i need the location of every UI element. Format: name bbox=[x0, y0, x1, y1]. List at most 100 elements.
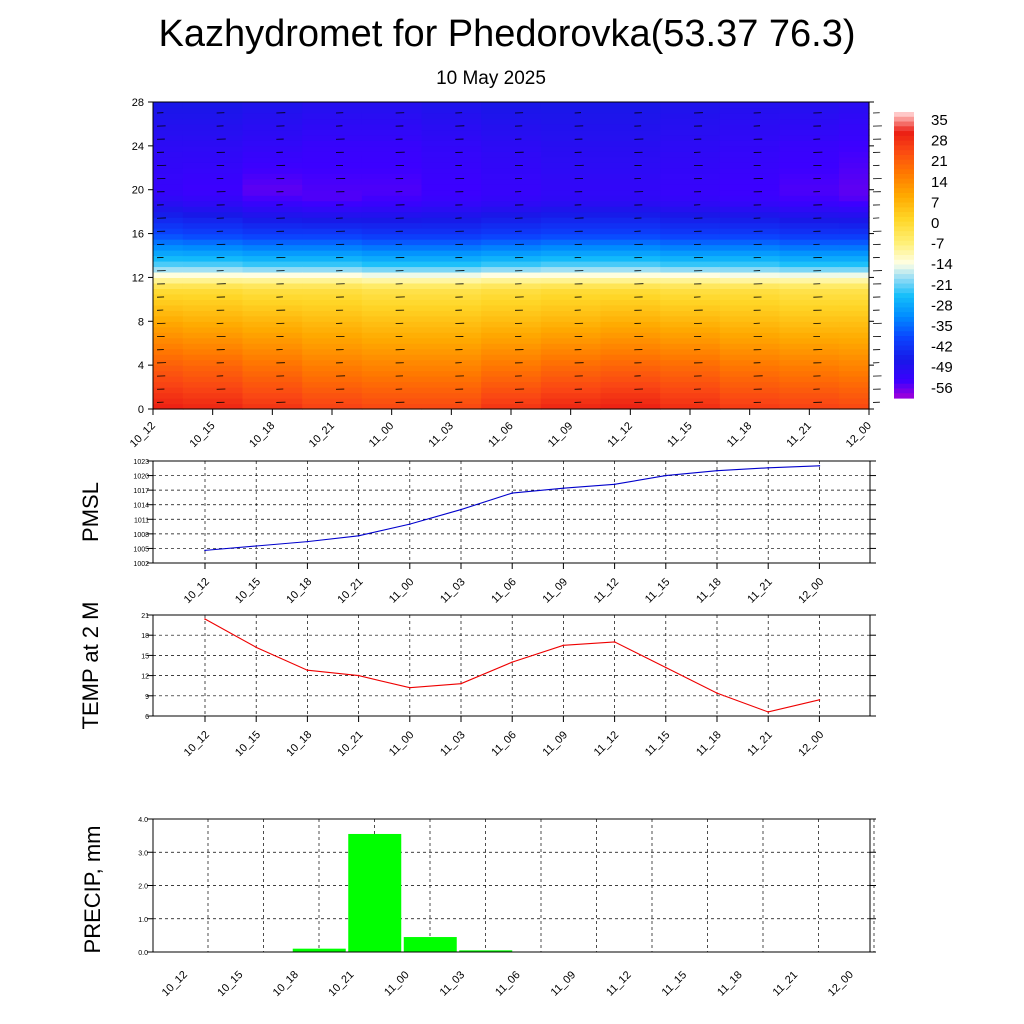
heatmap-cell bbox=[600, 129, 661, 136]
colorbar-swatch bbox=[894, 297, 914, 304]
heatmap-cell bbox=[540, 255, 602, 262]
heatmap-cell bbox=[182, 271, 244, 279]
heatmap-cell bbox=[302, 266, 363, 273]
heatmap-cell bbox=[361, 348, 423, 355]
heatmap-cell bbox=[481, 211, 542, 218]
x-tick-label: 11_03 bbox=[438, 576, 468, 606]
heatmap-cell bbox=[421, 129, 482, 136]
heatmap-cell bbox=[302, 321, 363, 328]
colorbar-swatch bbox=[894, 355, 914, 361]
heatmap-cell bbox=[719, 178, 781, 185]
heatmap-cell bbox=[153, 222, 184, 229]
heatmap-cell bbox=[779, 239, 840, 246]
heatmap-cell bbox=[361, 332, 423, 339]
heatmap-cell bbox=[779, 250, 840, 257]
colorbar-label: -21 bbox=[931, 277, 953, 294]
heatmap-cell bbox=[361, 244, 423, 251]
heatmap-cell bbox=[421, 167, 482, 174]
heatmap-cell bbox=[153, 233, 184, 240]
heatmap-cell bbox=[361, 184, 423, 191]
heatmap-cell bbox=[302, 326, 363, 333]
heatmap-cell bbox=[839, 178, 870, 185]
x-tick-label: 11_06 bbox=[489, 576, 519, 606]
heatmap-cell bbox=[660, 321, 721, 328]
colorbar-label: -35 bbox=[931, 318, 953, 335]
heatmap-cell bbox=[153, 211, 184, 218]
heatmap-cell bbox=[660, 129, 721, 136]
heatmap-cell bbox=[421, 233, 482, 240]
heatmap-cell bbox=[182, 189, 244, 196]
series-point bbox=[665, 666, 667, 669]
heatmap-cell bbox=[242, 304, 303, 311]
heatmap-cell bbox=[481, 304, 542, 311]
heatmap-cell bbox=[719, 228, 781, 235]
heatmap-cell bbox=[719, 266, 781, 273]
heatmap-cell bbox=[600, 337, 661, 344]
colorbar-label: 0 bbox=[931, 215, 939, 232]
heatmap-cell bbox=[361, 299, 423, 306]
heatmap-cell bbox=[361, 189, 423, 196]
colorbar-swatch bbox=[894, 364, 914, 370]
heatmap-cell bbox=[153, 118, 184, 125]
heatmap-cell bbox=[481, 134, 542, 141]
heatmap-cell bbox=[361, 200, 423, 207]
heatmap-cell bbox=[481, 370, 542, 377]
heatmap-cell bbox=[302, 123, 363, 131]
heatmap-cell bbox=[153, 123, 184, 131]
heatmap-cell bbox=[242, 271, 303, 279]
heatmap-cell bbox=[242, 244, 303, 251]
heatmap-cell bbox=[421, 392, 482, 399]
heatmap-cell bbox=[660, 398, 721, 405]
heatmap-cell bbox=[540, 211, 602, 218]
heatmap-cell bbox=[540, 277, 602, 284]
heatmap-cell bbox=[660, 387, 721, 394]
heatmap-cell bbox=[839, 288, 870, 295]
heatmap-cell bbox=[719, 293, 781, 300]
heatmap-cell bbox=[153, 151, 184, 158]
heatmap-cell bbox=[361, 398, 423, 405]
heatmap-cell bbox=[421, 151, 482, 158]
heatmap-cell bbox=[481, 140, 542, 147]
heatmap-cell bbox=[719, 255, 781, 262]
heatmap-cell bbox=[421, 310, 482, 317]
heatmap-cell bbox=[540, 343, 602, 350]
heatmap-cell bbox=[839, 326, 870, 333]
heatmap-cell bbox=[302, 387, 363, 394]
heatmap-cell bbox=[660, 151, 721, 158]
heatmap-cell bbox=[361, 288, 423, 295]
heatmap-cell bbox=[600, 392, 661, 399]
heatmap-cell bbox=[153, 102, 184, 109]
heatmap-cell bbox=[660, 102, 721, 109]
heatmap-cell bbox=[779, 348, 840, 355]
heatmap-cell bbox=[361, 326, 423, 333]
heatmap-cell bbox=[153, 173, 184, 180]
heatmap-cell bbox=[839, 145, 870, 152]
x-tick-label: 11_21 bbox=[745, 729, 775, 759]
heatmap-cell bbox=[361, 228, 423, 235]
heatmap-cell bbox=[153, 315, 184, 322]
x-tick-label: 11_03 bbox=[438, 729, 468, 759]
y-tick-label: 1.0 bbox=[138, 917, 148, 924]
heatmap-cell bbox=[540, 162, 602, 169]
heatmap-cell bbox=[779, 277, 840, 284]
heatmap-cell bbox=[719, 310, 781, 317]
heatmap-cell bbox=[242, 376, 303, 383]
heatmap-cell bbox=[719, 337, 781, 344]
x-tick-label: 10_18 bbox=[284, 729, 314, 759]
series-point bbox=[306, 669, 309, 672]
heatmap-cell bbox=[600, 255, 661, 262]
heatmap-cell bbox=[719, 365, 781, 372]
x-tick-label: 11_15 bbox=[643, 576, 673, 606]
heatmap-cell bbox=[361, 403, 423, 410]
heatmap-cell bbox=[481, 162, 542, 169]
heatmap-cell bbox=[540, 178, 602, 185]
heatmap-cell bbox=[421, 173, 482, 180]
colorbar-swatch bbox=[894, 126, 914, 132]
heatmap-cell bbox=[660, 145, 721, 152]
heatmap-cell bbox=[361, 233, 423, 240]
heatmap-cell bbox=[600, 145, 661, 152]
heatmap-cell bbox=[600, 189, 661, 196]
heatmap-cell bbox=[242, 140, 303, 147]
heatmap-cell bbox=[540, 266, 602, 273]
heatmap-cell bbox=[242, 299, 303, 306]
